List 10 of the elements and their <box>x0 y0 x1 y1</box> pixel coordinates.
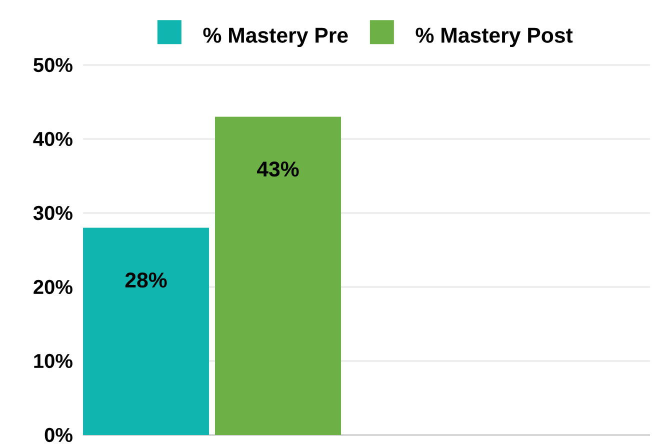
data-label: 43% <box>256 162 299 177</box>
legend-label: % Mastery Pre <box>203 28 348 48</box>
y-tick-label: 30% <box>33 206 72 220</box>
y-tick-label: 20% <box>34 280 72 294</box>
data-label: 28% <box>125 272 167 288</box>
y-tick-label: 10% <box>34 354 72 368</box>
y-tick-label: 40% <box>33 132 72 146</box>
y-tick-label: 50% <box>34 58 72 72</box>
legend-label: % Mastery Post <box>416 28 573 48</box>
y-tick-label: 0% <box>44 428 72 442</box>
